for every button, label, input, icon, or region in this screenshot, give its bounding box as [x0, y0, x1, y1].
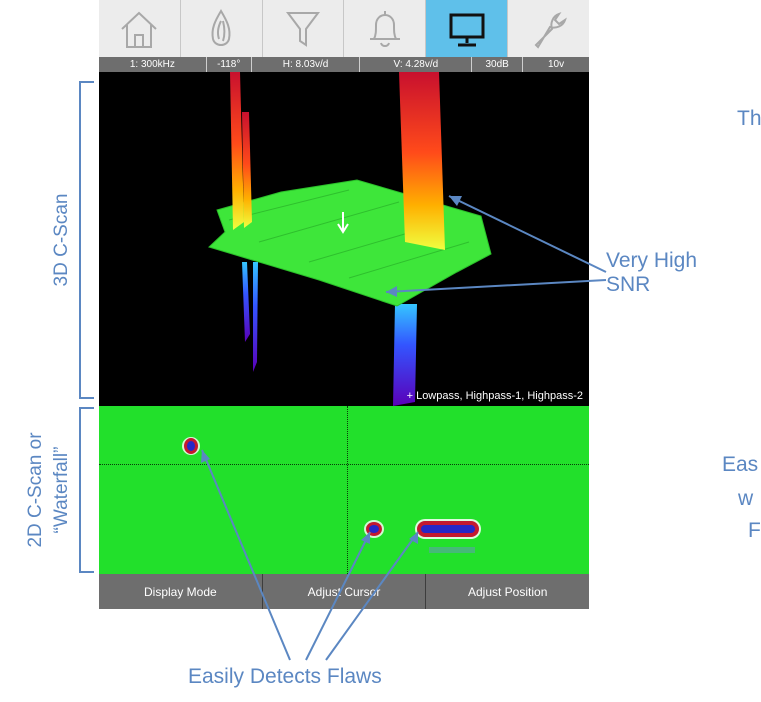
probe-button[interactable]: [180, 0, 263, 57]
wrench-icon: [534, 11, 567, 49]
positive-peak-left: [230, 72, 244, 230]
annotation-snr: SNR: [606, 273, 651, 296]
home-icon: [121, 11, 158, 48]
home-button[interactable]: [99, 0, 181, 57]
annotation-fragment-f: F: [748, 519, 761, 542]
negative-peak-left: [242, 262, 250, 342]
label-2d-c-scan-line2: “Waterfall”: [51, 446, 72, 534]
cursor-arrow-icon[interactable]: [337, 212, 349, 234]
flaw-arrow-1: [201, 449, 291, 661]
status-bar: 1: 300kHz -118° H: 8.03v/d V: 4.28v/d 30…: [99, 57, 589, 72]
waterfall-view[interactable]: [99, 406, 589, 574]
annotation-very-high: Very High: [606, 249, 698, 272]
flaw-arrow-2: [305, 531, 371, 661]
filter-icon: [286, 11, 321, 47]
positive-peak-left-2: [242, 112, 252, 228]
alarm-button[interactable]: [344, 0, 427, 57]
monitor-icon: [449, 13, 485, 46]
annotation-fragment-w: w: [738, 487, 754, 510]
label-3d-c-scan: 3D C-Scan: [51, 193, 72, 287]
filter-button[interactable]: [262, 0, 345, 57]
drive-readout: 10v: [547, 59, 565, 70]
scan-3d-view[interactable]: + Lowpass, Highpass-1, Highpass-2: [99, 72, 589, 406]
snr-arrow-lower: [385, 279, 607, 293]
adjust-position-button[interactable]: Adjust Position: [467, 584, 548, 599]
negative-peak-right: [393, 304, 417, 406]
adjust-cursor-button[interactable]: Adjust Cursor: [263, 574, 427, 609]
annotation-easily-detects-flaws: Easily Detects Flaws: [188, 665, 382, 688]
settings-button[interactable]: [508, 0, 589, 57]
horizontal-gain-readout: H: 8.03v/d: [252, 57, 361, 72]
display-button[interactable]: [426, 0, 509, 57]
top-toolbar: [99, 0, 589, 57]
frequency-readout: 1: 300kHz: [99, 57, 207, 72]
annotation-fragment-th: Th: [737, 107, 761, 130]
positive-peak-right: [399, 72, 445, 250]
label-2d-c-scan-line1: 2D C-Scan or: [25, 432, 46, 548]
scan-3d-plot: [208, 72, 492, 406]
annotation-fragment-eas: Eas: [722, 453, 759, 476]
bell-icon: [369, 10, 400, 47]
bracket-3d: [79, 81, 94, 399]
negative-peak-left-2: [253, 262, 258, 372]
snr-arrow-upper: [448, 195, 607, 273]
vertical-gain-readout: V: 4.28v/d: [360, 57, 473, 72]
filter-status-text: + Lowpass, Highpass-1, Highpass-2: [406, 390, 583, 402]
probe-icon: [211, 8, 231, 46]
flaw-arrow-3: [325, 531, 419, 661]
horizontal-cursor-line[interactable]: [99, 464, 589, 465]
bracket-2d: [79, 407, 94, 573]
phase-readout: -118°: [207, 57, 252, 72]
bottom-button-bar: Display Mode Adjust Cursor Adjust Positi…: [99, 574, 589, 609]
vertical-cursor-line[interactable]: [347, 406, 348, 574]
gain-readout: 30dB: [472, 57, 524, 72]
